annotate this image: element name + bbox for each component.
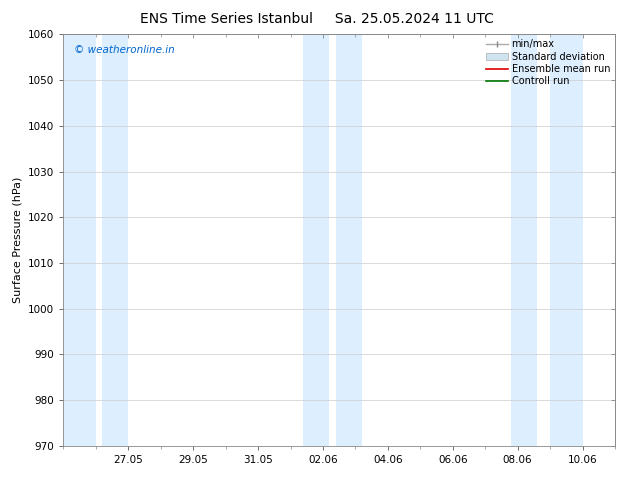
Bar bbox=[511, 34, 537, 446]
Text: © weatheronline.in: © weatheronline.in bbox=[74, 45, 175, 54]
Bar bbox=[102, 34, 128, 446]
Bar bbox=[304, 34, 330, 446]
Bar bbox=[550, 34, 583, 446]
Bar bbox=[63, 34, 96, 446]
Y-axis label: Surface Pressure (hPa): Surface Pressure (hPa) bbox=[13, 177, 23, 303]
Text: ENS Time Series Istanbul     Sa. 25.05.2024 11 UTC: ENS Time Series Istanbul Sa. 25.05.2024 … bbox=[140, 12, 494, 26]
Bar bbox=[336, 34, 362, 446]
Legend: min/max, Standard deviation, Ensemble mean run, Controll run: min/max, Standard deviation, Ensemble me… bbox=[484, 37, 612, 88]
